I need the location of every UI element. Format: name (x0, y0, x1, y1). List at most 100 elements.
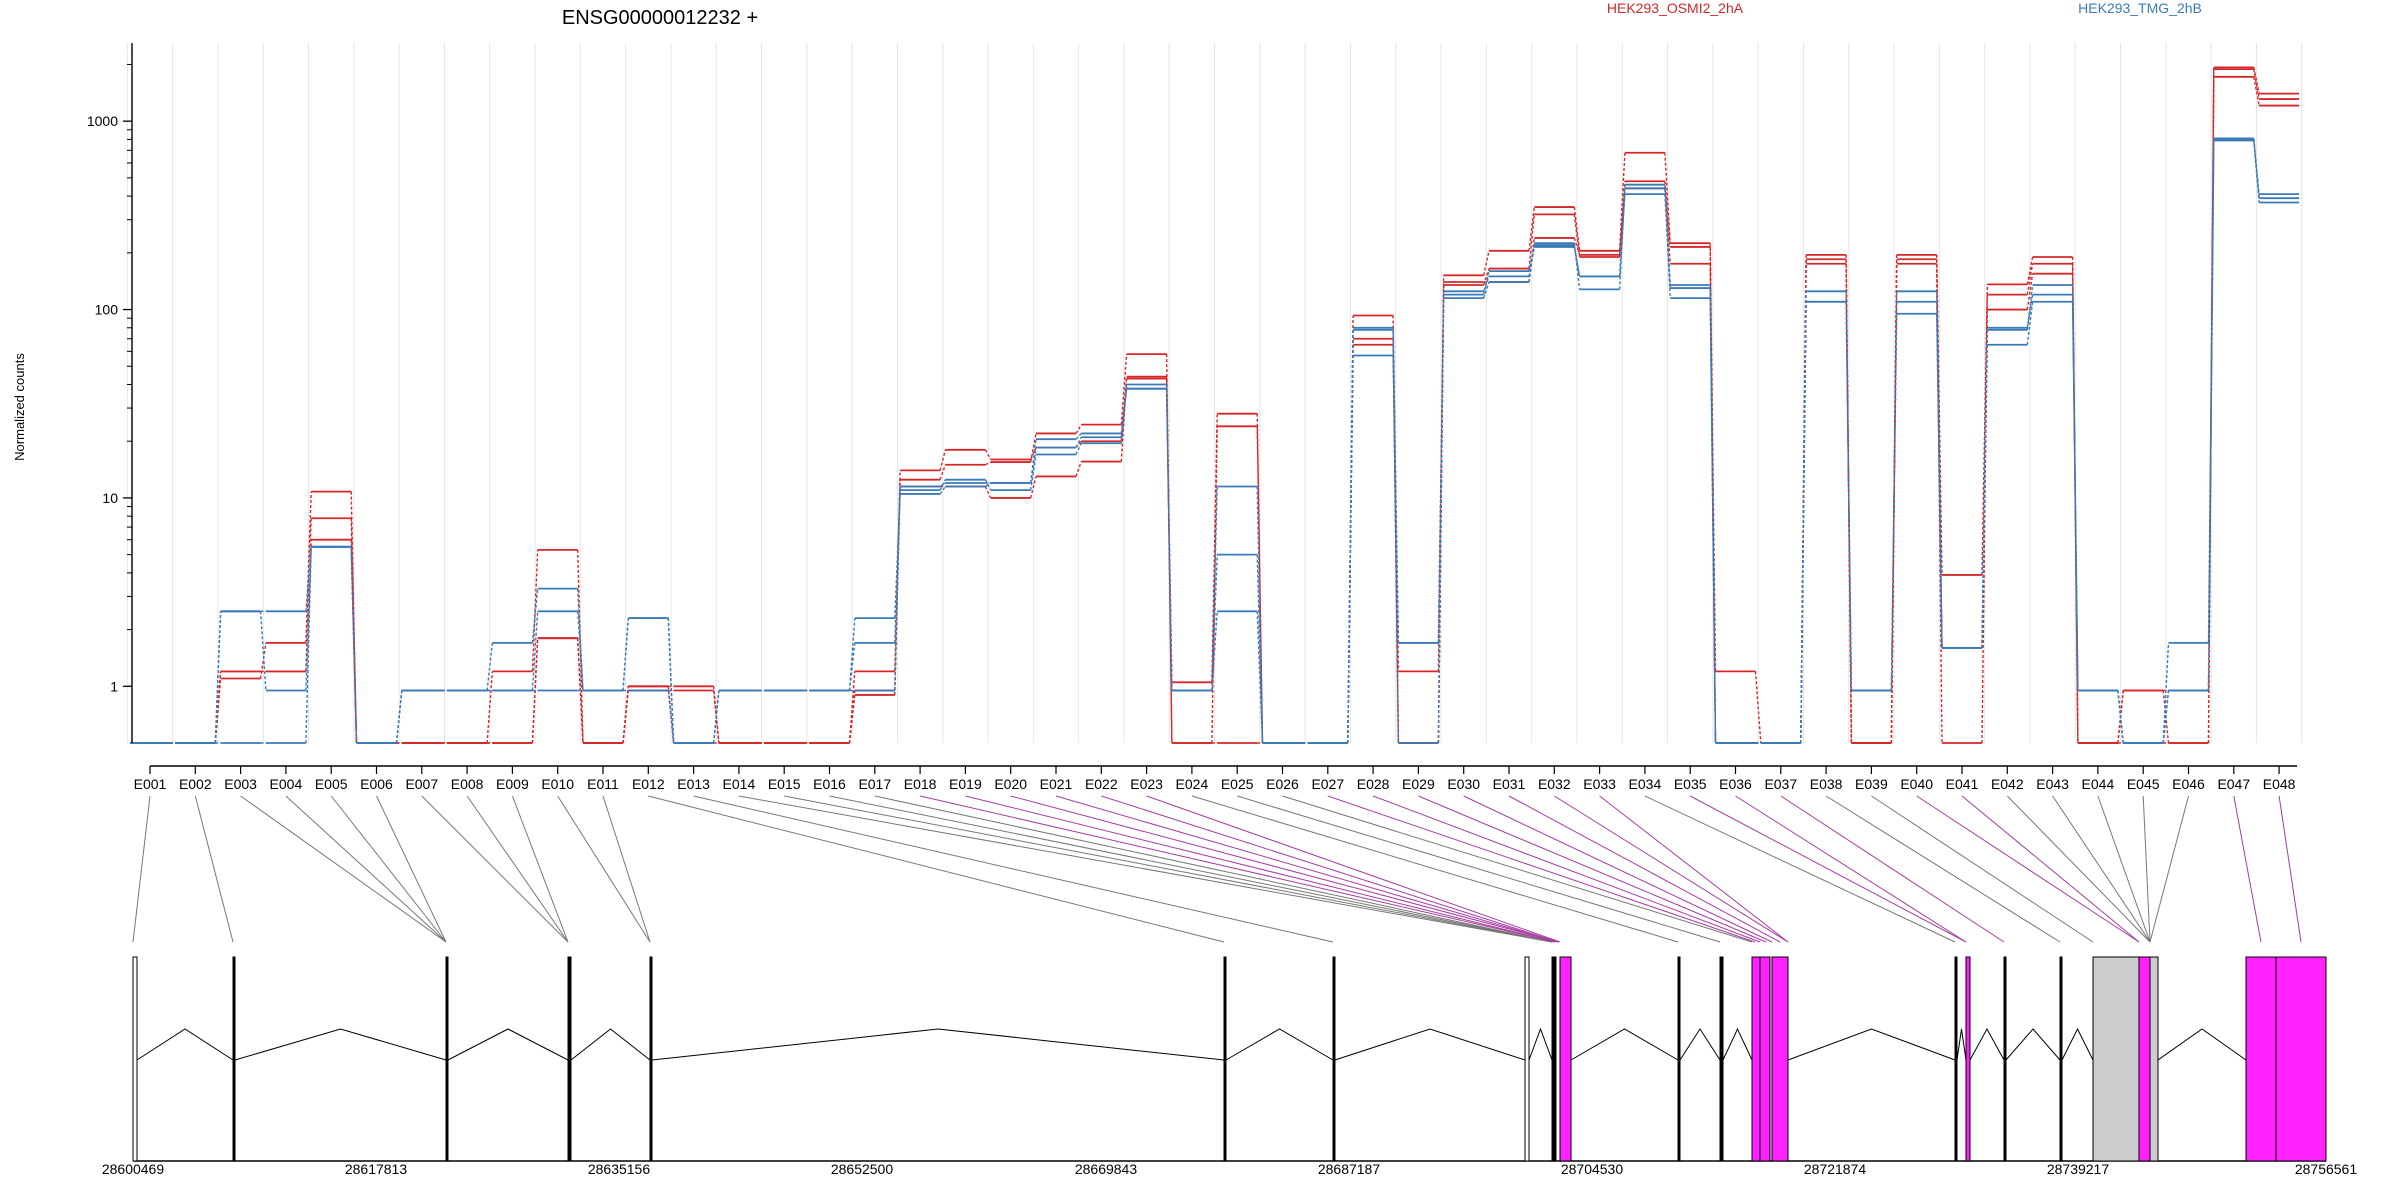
series-connector (2207, 139, 2215, 691)
genomic-coordinate-label: 28635156 (588, 1161, 651, 1177)
exon-mapping-line (1282, 795, 1753, 943)
series-connector (1075, 436, 1082, 448)
x-tick-label-e031: E031 (1493, 776, 1526, 792)
exon-block (1524, 956, 1530, 1162)
exon-mapping-line (1101, 795, 1559, 943)
x-tick-label-e007: E007 (405, 776, 438, 792)
exon-mapping-line (2142, 795, 2151, 943)
series-connector (1030, 447, 1037, 460)
axes: 1 10 100 1000 E001 E002 E003 E004 E005 E006 E007 E0… (87, 43, 2297, 792)
exon-mapping-line (1327, 795, 1756, 943)
series-connector (2026, 273, 2034, 310)
series-connector (1664, 184, 1671, 289)
series-connector (1030, 454, 1037, 491)
series-connector (984, 486, 992, 499)
series-connector (985, 482, 992, 488)
series-connector (2207, 138, 2215, 643)
exon-mapping-line (2278, 795, 2302, 943)
intron-line (1334, 1028, 1526, 1061)
genomic-coordinate-label: 28721874 (1804, 1161, 1867, 1177)
x-tick-label-e017: E017 (858, 776, 891, 792)
exon-mapping-lines (132, 795, 2302, 943)
exon-mapping-line (194, 795, 234, 943)
x-tick-label-e045: E045 (2127, 776, 2160, 792)
series-connector (894, 486, 901, 691)
intron-line (234, 1028, 447, 1061)
series-connector (305, 546, 312, 744)
series-connector (1890, 259, 1898, 744)
series-connector (622, 690, 629, 744)
exon-mapping-line (2097, 795, 2151, 943)
series-connector (1165, 376, 1173, 744)
series-connector (1211, 426, 1218, 744)
intron-line (2061, 1027, 2094, 1061)
series-connector (305, 546, 312, 612)
series-connector (939, 482, 946, 488)
series-connector (1528, 214, 1535, 269)
series-connector (1120, 388, 1128, 434)
series-connector (939, 464, 947, 480)
genomic-coordinate-label: 28687187 (1318, 1161, 1381, 1177)
x-tick-label-e041: E041 (1946, 776, 1979, 792)
exon-block (1559, 956, 1572, 1162)
series-connector (1256, 486, 1264, 744)
series-connector (2162, 690, 2170, 744)
exon-block (2003, 956, 2007, 1162)
series-connector (848, 690, 856, 744)
x-tick-label-e048: E048 (2263, 776, 2296, 792)
exon-mapping-line (285, 795, 447, 943)
series-connector (486, 642, 494, 691)
series-connector (2026, 294, 2034, 328)
series-connector (259, 611, 267, 691)
series-connector (1573, 244, 1581, 277)
exon-mapping-line (648, 795, 1225, 943)
genomic-coordinate-label: 28652500 (831, 1161, 894, 1177)
x-tick-label-e032: E032 (1538, 776, 1571, 792)
exon-block (1719, 956, 1724, 1162)
exon-block (132, 956, 138, 1162)
exon-mapping-line (1599, 795, 1789, 943)
series-lines (130, 66, 2300, 744)
x-tick-label-e020: E020 (994, 776, 1027, 792)
exon-mapping-line (2149, 795, 2189, 943)
series-connector (305, 546, 312, 691)
series-connector (214, 611, 222, 744)
genomic-coordinate-label: 28669843 (1075, 1161, 1138, 1177)
series-connector (1030, 476, 1037, 499)
exon-block (232, 956, 236, 1162)
series-connector (939, 486, 946, 495)
exon-block (1551, 956, 1557, 1162)
intron-line (570, 1028, 651, 1061)
series-connector (667, 690, 675, 744)
series-connector (1483, 270, 1490, 295)
series-connector (1573, 237, 1581, 256)
exon-mapping-line (1055, 795, 1559, 943)
exon-mapping-line (511, 795, 569, 943)
series-connector (1075, 461, 1082, 477)
intron-line (136, 1028, 234, 1061)
exon-mapping-line (874, 795, 1553, 943)
exon-mapping-line (784, 795, 1553, 943)
exon-mapping-line (1780, 795, 2005, 943)
series-connector (1256, 611, 1264, 744)
genomic-coordinate-label: 28617813 (345, 1161, 408, 1177)
exon-mapping-line (919, 795, 1556, 943)
series-6 (130, 138, 2300, 744)
series-connector (1573, 206, 1581, 251)
series-connector (2253, 68, 2260, 100)
exon-block (1751, 956, 1761, 1162)
x-tick-label-e011: E011 (587, 776, 619, 792)
series-connector (1483, 250, 1490, 276)
series-connector (1120, 354, 1128, 425)
y-axis-label: Normalized counts (12, 353, 27, 461)
exon-mapping-line (2233, 795, 2262, 943)
intron-line (1679, 1028, 1721, 1061)
x-tick-label-e022: E022 (1085, 776, 1118, 792)
series-connector (1528, 244, 1535, 272)
x-tick-label-e010: E010 (541, 776, 574, 792)
series-connector (305, 491, 312, 643)
exon-block (1771, 956, 1789, 1162)
exon-mapping-line (557, 795, 651, 943)
exon-mapping-line (1961, 795, 2140, 943)
